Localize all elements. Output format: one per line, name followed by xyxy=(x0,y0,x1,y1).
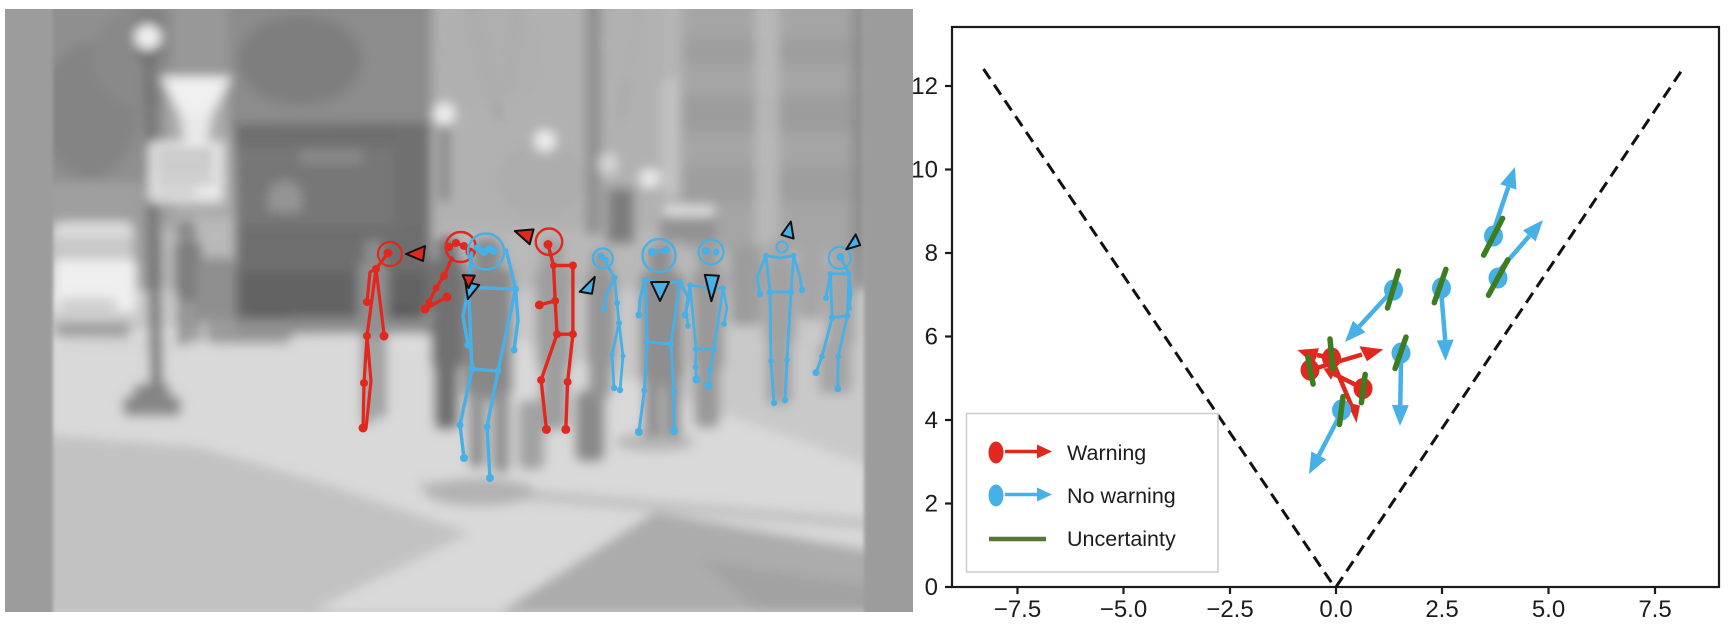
svg-text:2: 2 xyxy=(925,491,938,518)
svg-text:4: 4 xyxy=(925,407,938,434)
svg-text:Uncertainty: Uncertainty xyxy=(1067,527,1176,551)
svg-text:12: 12 xyxy=(911,73,938,100)
svg-text:10: 10 xyxy=(911,157,938,184)
svg-text:−7.5: −7.5 xyxy=(994,596,1041,623)
svg-text:5.0: 5.0 xyxy=(1532,596,1565,623)
svg-text:7.5: 7.5 xyxy=(1638,596,1671,623)
svg-text:−5.0: −5.0 xyxy=(1100,596,1147,623)
svg-text:0.0: 0.0 xyxy=(1319,596,1352,623)
svg-text:6: 6 xyxy=(925,324,938,351)
svg-text:No warning: No warning xyxy=(1067,484,1176,508)
svg-text:0: 0 xyxy=(925,574,938,601)
svg-text:8: 8 xyxy=(925,240,938,267)
svg-text:2.5: 2.5 xyxy=(1425,596,1458,623)
svg-text:−2.5: −2.5 xyxy=(1206,596,1253,623)
svg-text:Warning: Warning xyxy=(1067,441,1146,465)
